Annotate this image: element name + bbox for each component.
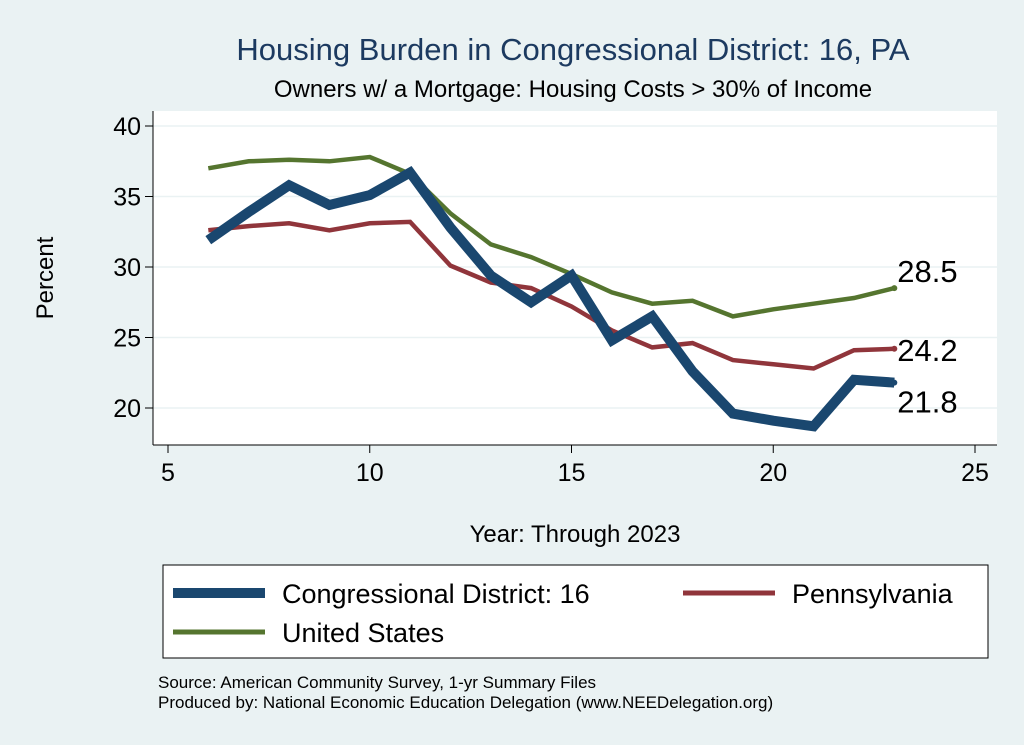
legend-box	[162, 564, 989, 659]
chart-subtitle: Owners w/ a Mortgage: Housing Costs > 30…	[274, 76, 872, 103]
y-tick-label: 25	[113, 325, 141, 353]
series-line-2	[207, 154, 895, 319]
series-end-point-1	[891, 345, 898, 352]
x-tick-label: 25	[961, 459, 989, 487]
y-axis-title: Percent	[32, 236, 59, 319]
y-axis-ticks: 20 25 30 35 40	[113, 113, 153, 423]
series-end-point-0	[891, 379, 898, 386]
series-end-label-2: 28.5	[897, 254, 957, 289]
y-tick-label: 20	[113, 395, 141, 423]
x-tick-label: 10	[356, 459, 384, 487]
end-labels: 21.8 24.2 28.5	[891, 254, 958, 420]
y-tick-label: 30	[113, 254, 141, 282]
x-tick-label: 20	[759, 459, 787, 487]
series-end-label-1: 24.2	[897, 333, 957, 368]
y-tick-label: 35	[113, 184, 141, 212]
series-lines	[205, 154, 895, 432]
x-axis-title: Year: Through 2023	[470, 521, 681, 548]
x-axis-ticks: 5 10 15 20 25	[161, 445, 989, 487]
legend-label-pennsylvania: Pennsylvania	[792, 579, 954, 609]
series-end-label-0: 21.8	[897, 385, 957, 420]
x-tick-label: 5	[161, 459, 175, 487]
legend-label-united-states: United States	[282, 618, 444, 648]
series-line-0	[205, 165, 895, 432]
grid-lines	[153, 125, 997, 409]
x-tick-label: 15	[558, 459, 586, 487]
source-note: Source: American Community Survey, 1-yr …	[158, 673, 596, 692]
legend-label-district: Congressional District: 16	[282, 579, 590, 609]
legend: Congressional District: 16 Pennsylvania …	[162, 564, 989, 659]
series-line-1	[208, 219, 895, 371]
y-tick-label: 40	[113, 113, 141, 141]
series-end-point-2	[891, 285, 898, 292]
chart-title: Housing Burden in Congressional District…	[236, 32, 909, 67]
produced-by-note: Produced by: National Economic Education…	[158, 693, 773, 712]
